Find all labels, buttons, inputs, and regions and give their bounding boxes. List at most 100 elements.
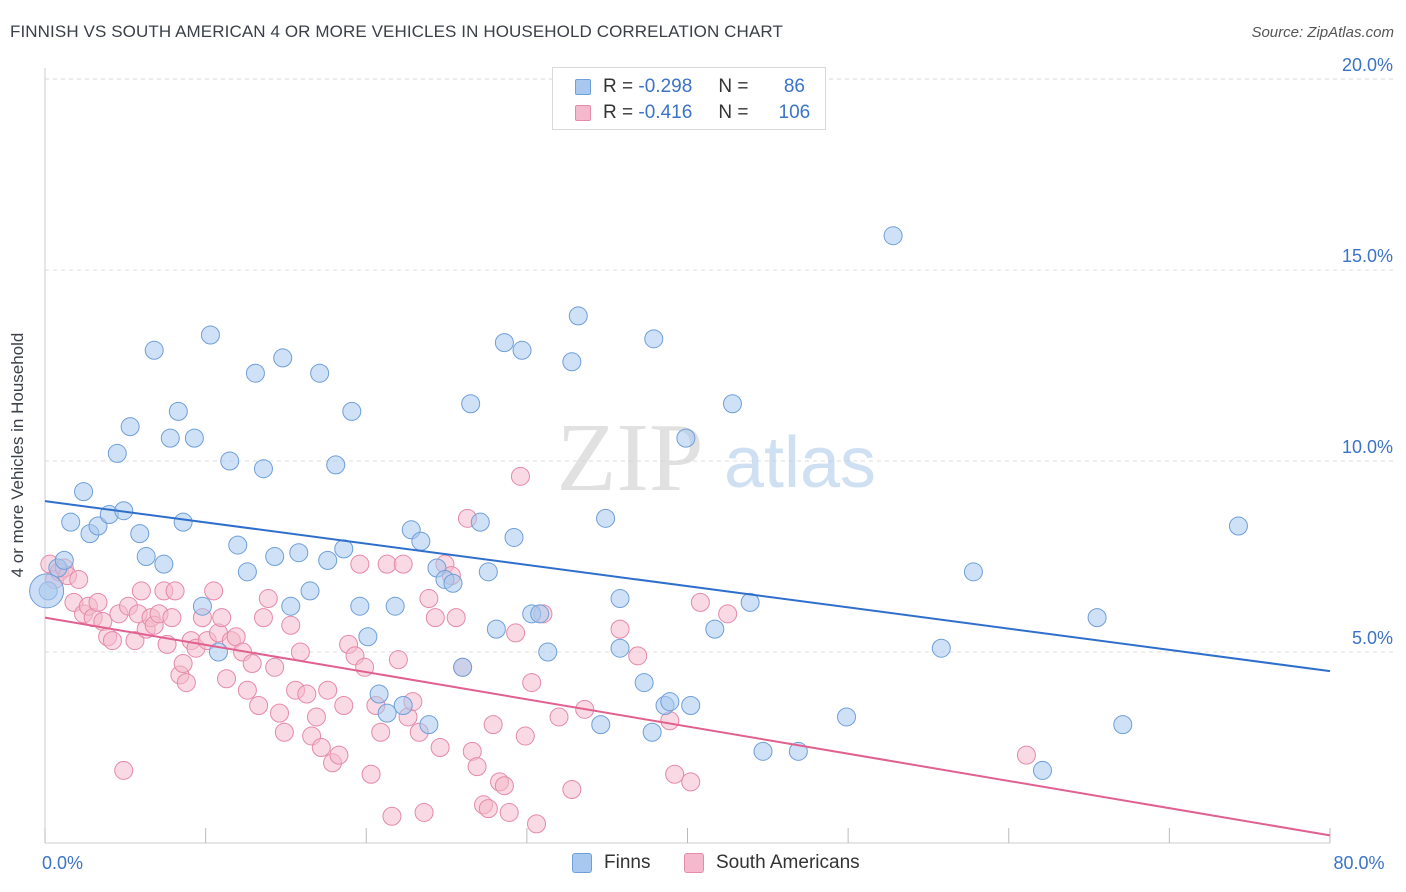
finns-point-54 xyxy=(494,333,514,353)
south-point-47 xyxy=(265,657,285,677)
finns-point-14 xyxy=(154,554,174,574)
south-point-87 xyxy=(478,799,498,819)
finns-point-38 xyxy=(358,627,378,647)
finns-point-15 xyxy=(160,428,180,448)
finns-point-13 xyxy=(144,340,164,360)
finns-point-17 xyxy=(173,512,193,532)
finns-point-65 xyxy=(610,638,630,658)
finns-point-75 xyxy=(740,592,760,612)
finns-point-74 xyxy=(722,394,742,414)
finns-point-25 xyxy=(245,363,265,383)
south-point-104 xyxy=(665,764,685,784)
y-tick-label-1: 10.0% xyxy=(1342,437,1393,457)
south-point-55 xyxy=(306,707,326,727)
legend-row-south: R = -0.416 N = 106 xyxy=(575,101,814,125)
south-point-105 xyxy=(681,772,701,792)
south-point-53 xyxy=(297,684,317,704)
finns-point-33 xyxy=(318,550,338,570)
finns-point-79 xyxy=(883,226,903,246)
finns-point-83 xyxy=(1087,608,1107,628)
finns-point-12 xyxy=(136,547,156,567)
south-point-98 xyxy=(549,707,569,727)
trend-lines xyxy=(44,500,1331,837)
finns-trend-line xyxy=(44,500,1331,673)
y-tick-label-3: 20.0% xyxy=(1342,55,1393,75)
finns-point-26 xyxy=(253,459,273,479)
south-point-37 xyxy=(212,608,232,628)
tick-labels: 5.0% 10.0% 15.0% 20.0% 0.0% 80.0% xyxy=(42,55,1393,873)
finns-n-value: 86 xyxy=(783,76,805,97)
south-n-label: N = xyxy=(718,102,749,123)
finns-point-30 xyxy=(289,543,309,563)
series-legend: Finns South Americans xyxy=(0,852,1406,876)
south-point-59 xyxy=(329,745,349,765)
y-tick-label-2: 15.0% xyxy=(1342,246,1393,266)
south-point-81 xyxy=(446,608,466,628)
finns-point-11 xyxy=(130,524,150,544)
finns-point-35 xyxy=(334,539,354,559)
south-point-88 xyxy=(483,715,503,735)
finns-point-62 xyxy=(591,715,611,735)
south-point-78 xyxy=(430,738,450,758)
south-point-93 xyxy=(510,466,530,486)
finns-point-56 xyxy=(512,340,532,360)
south-point-48 xyxy=(270,703,290,723)
south-point-38 xyxy=(217,669,237,689)
south-point-10 xyxy=(88,592,108,612)
finns-point-72 xyxy=(681,695,701,715)
south-trend-line xyxy=(44,616,1331,837)
finns-point-19 xyxy=(192,596,212,616)
finns-point-41 xyxy=(385,596,405,616)
watermark: ZIP atlas xyxy=(557,404,877,512)
south-point-102 xyxy=(628,646,648,666)
south-point-56 xyxy=(311,738,331,758)
south-point-35 xyxy=(204,581,224,601)
finns-point-39 xyxy=(369,684,389,704)
finns-point-3 xyxy=(61,512,81,532)
finns-point-44 xyxy=(411,531,431,551)
stats-legend: R = -0.298 N = 86 R = -0.416 N = 106 xyxy=(552,67,826,130)
finns-point-16 xyxy=(168,401,188,421)
finns-point-28 xyxy=(273,348,293,368)
south-point-27 xyxy=(165,581,185,601)
finns-point-32 xyxy=(310,363,330,383)
south-point-15 xyxy=(114,760,134,780)
finns-point-80 xyxy=(931,638,951,658)
finns-point-53 xyxy=(486,619,506,639)
finns-point-22 xyxy=(220,451,240,471)
south-point-13 xyxy=(102,631,122,651)
axes xyxy=(44,68,1331,844)
finns-point-66 xyxy=(634,673,654,693)
x-tick-label-1: 80.0% xyxy=(1333,853,1384,873)
south-point-19 xyxy=(131,581,151,601)
south-point-50 xyxy=(281,615,301,635)
finns-point-23 xyxy=(228,535,248,555)
finns-point-52 xyxy=(478,562,498,582)
south-point-92 xyxy=(506,623,526,643)
south-point-95 xyxy=(522,673,542,693)
south-point-46 xyxy=(258,589,278,609)
south-point-65 xyxy=(361,764,381,784)
south-point-68 xyxy=(377,554,397,574)
south-point-43 xyxy=(242,653,262,673)
south-point-60 xyxy=(334,695,354,715)
finns-point-29 xyxy=(281,596,301,616)
finns-point-40 xyxy=(377,703,397,723)
finns-swatch xyxy=(575,79,591,95)
south-point-42 xyxy=(237,680,257,700)
finns-point-49 xyxy=(453,657,473,677)
south-point-107 xyxy=(718,604,738,624)
finns-point-71 xyxy=(676,428,696,448)
south-point-99 xyxy=(562,780,582,800)
finns-point-8 xyxy=(107,443,127,463)
south-point-45 xyxy=(253,608,273,628)
legend-finns-swatch xyxy=(572,853,592,873)
finns-points xyxy=(29,226,1248,780)
south-point-67 xyxy=(371,722,391,742)
south-r-value: -0.416 xyxy=(638,102,693,123)
finns-r-value: -0.298 xyxy=(638,76,693,97)
x-tick-label-0: 0.0% xyxy=(42,853,83,873)
south-point-76 xyxy=(419,589,439,609)
finns-point-45 xyxy=(419,715,439,735)
south-point-49 xyxy=(274,722,294,742)
